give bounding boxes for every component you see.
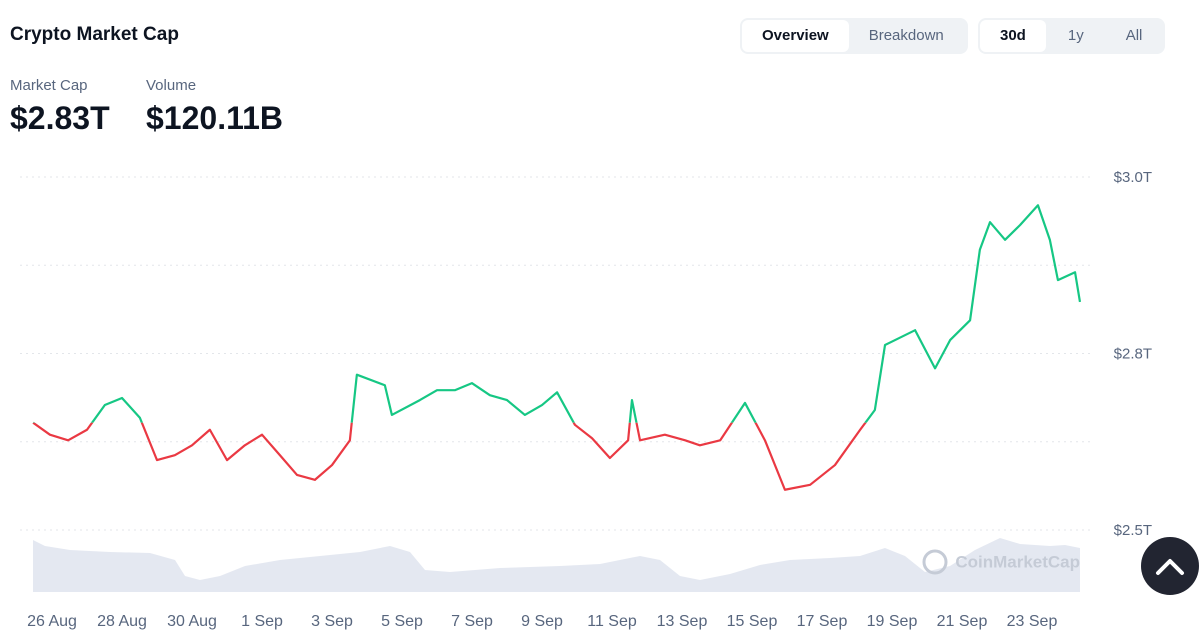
scroll-top-icon xyxy=(1156,559,1184,575)
volume-area xyxy=(33,538,1080,592)
tab[interactable]: All xyxy=(1125,27,1143,44)
stat-value: $2.83T xyxy=(10,100,110,136)
x-tick-label: 23 Sep xyxy=(1007,613,1058,630)
watermark: CoinMarketCap xyxy=(955,552,1080,571)
x-tick-label: 17 Sep xyxy=(797,613,848,630)
view-tabs: Overview Breakdown xyxy=(740,18,968,54)
line-down xyxy=(32,422,867,491)
stat: Market Cap $2.83T xyxy=(10,77,110,137)
x-tick-label: 9 Sep xyxy=(521,613,563,630)
watermark-logo xyxy=(922,549,948,575)
y-tick-label: $2.5T xyxy=(1114,522,1152,539)
x-tick-label: 30 Aug xyxy=(167,613,217,630)
stat-value: $120.11B xyxy=(146,100,284,136)
tab[interactable]: Breakdown xyxy=(868,27,944,44)
stat-label: Volume xyxy=(146,77,197,94)
stat-label: Market Cap xyxy=(10,77,88,94)
y-tick-label: $3.0T xyxy=(1114,169,1152,186)
y-tick-label: $2.8T xyxy=(1114,345,1152,362)
scroll-top-button[interactable] xyxy=(1141,537,1199,595)
tab[interactable]: 1y xyxy=(1067,27,1084,44)
x-tick-label: 11 Sep xyxy=(587,613,637,630)
tab[interactable]: 30d xyxy=(980,20,1046,52)
page-title: Crypto Market Cap xyxy=(10,24,179,45)
stat: Volume $120.11B xyxy=(146,77,283,137)
x-tick-label: 5 Sep xyxy=(381,613,423,630)
x-tick-label: 7 Sep xyxy=(451,613,493,630)
x-tick-label: 26 Aug xyxy=(27,613,77,630)
x-tick-label: 15 Sep xyxy=(727,613,778,630)
x-tick-label: 19 Sep xyxy=(867,613,918,630)
line-up xyxy=(33,204,1082,423)
x-tick-label: 1 Sep xyxy=(241,613,283,630)
x-tick-label: 21 Sep xyxy=(937,613,988,630)
x-tick-label: 13 Sep xyxy=(657,613,708,630)
x-tick-label: 28 Aug xyxy=(97,613,147,630)
tab[interactable]: Overview xyxy=(742,20,849,52)
range-tabs: 30d 1y All xyxy=(978,18,1165,54)
x-tick-label: 3 Sep xyxy=(311,613,353,630)
